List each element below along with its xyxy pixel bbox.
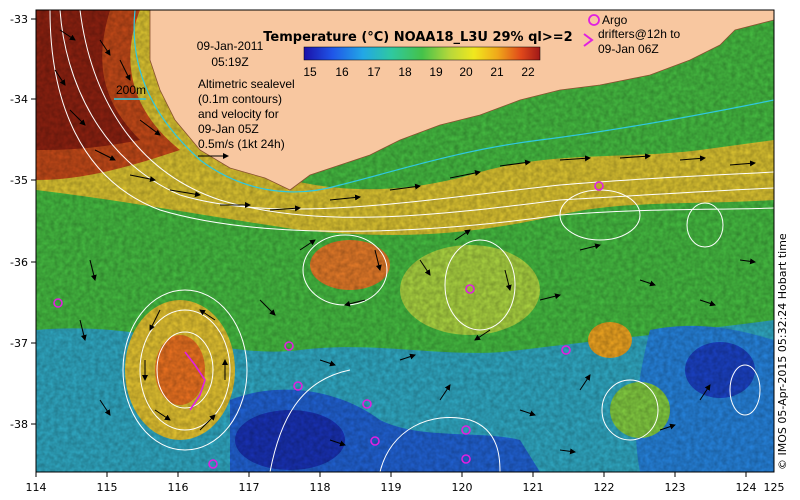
y-tick-label: -35 <box>10 174 28 187</box>
argo-drifters <box>53 181 604 469</box>
date-label: 09-Jan-2011 <box>197 39 264 53</box>
y-tick-label: -34 <box>10 93 28 106</box>
colorbar-tick-label: 15 <box>303 65 317 79</box>
x-tick-label: 120 <box>452 481 473 494</box>
x-tick-label: 125 <box>764 481 785 494</box>
y-tick-label: -33 <box>10 13 28 26</box>
x-tick-label: 123 <box>665 481 686 494</box>
colorbar-tick-label: 17 <box>367 65 381 79</box>
contour-legend-label: 200m <box>116 83 146 97</box>
sealevel-legend-line: (0.1m contours) <box>198 92 282 106</box>
x-axis: 114 115 116 117 118 119 120 121 122 123 … <box>26 472 785 494</box>
argo-legend-icon <box>588 14 600 26</box>
x-tick-label: 117 <box>239 481 260 494</box>
y-tick-label: -36 <box>10 256 28 269</box>
colorbar: Temperature (°C) NOAA18_L3U 29% ql>=2 15… <box>263 30 572 79</box>
x-tick-label: 124 <box>736 481 757 494</box>
x-tick-label: 116 <box>168 481 189 494</box>
x-tick-label: 122 <box>594 481 615 494</box>
x-tick-label: 119 <box>381 481 402 494</box>
sealevel-legend-line: and velocity for <box>198 107 279 121</box>
y-tick-label: -38 <box>10 418 28 431</box>
sealevel-legend-line: 09-Jan 05Z <box>198 122 259 136</box>
colorbar-tick-label: 21 <box>490 65 504 79</box>
argo-track-legend-icon <box>583 33 594 47</box>
shelf-contour-200m <box>133 10 774 193</box>
x-tick-label: 118 <box>310 481 331 494</box>
plot-frame <box>35 9 775 473</box>
sealevel-legend-line: 0.5m/s (1kt 24h) <box>198 137 285 151</box>
colorbar-tick-label: 18 <box>398 65 412 79</box>
sealevel-legend-line: Altimetric sealevel <box>198 77 295 91</box>
x-tick-label: 121 <box>523 481 544 494</box>
velocity-arrows <box>54 29 756 455</box>
time-label: 05:19Z <box>211 55 248 69</box>
x-tick-label: 115 <box>97 481 118 494</box>
colorbar-gradient <box>303 46 541 61</box>
colorbar-tick-label: 16 <box>335 65 349 79</box>
argo-legend-label: drifters@12h to <box>598 27 681 41</box>
credit-label: © IMOS 05-Apr-2015 05:32:24 Hobart time <box>776 233 789 470</box>
annotations: 09-Jan-2011 05:19Z 200m Altimetric seale… <box>114 13 681 159</box>
y-tick-label: -37 <box>10 337 28 350</box>
y-axis: -33 -34 -35 -36 -37 -38 <box>10 13 36 431</box>
x-tick-label: 114 <box>26 481 47 494</box>
colorbar-tick-label: 22 <box>521 65 535 79</box>
colorbar-tick-label: 19 <box>429 65 443 79</box>
argo-legend-label: 09-Jan 06Z <box>598 42 659 56</box>
plot-area <box>36 10 774 472</box>
colorbar-tick-label: 20 <box>459 65 473 79</box>
argo-legend-label: Argo <box>602 13 628 27</box>
colorbar-title: Temperature (°C) NOAA18_L3U 29% ql>=2 <box>263 30 572 45</box>
